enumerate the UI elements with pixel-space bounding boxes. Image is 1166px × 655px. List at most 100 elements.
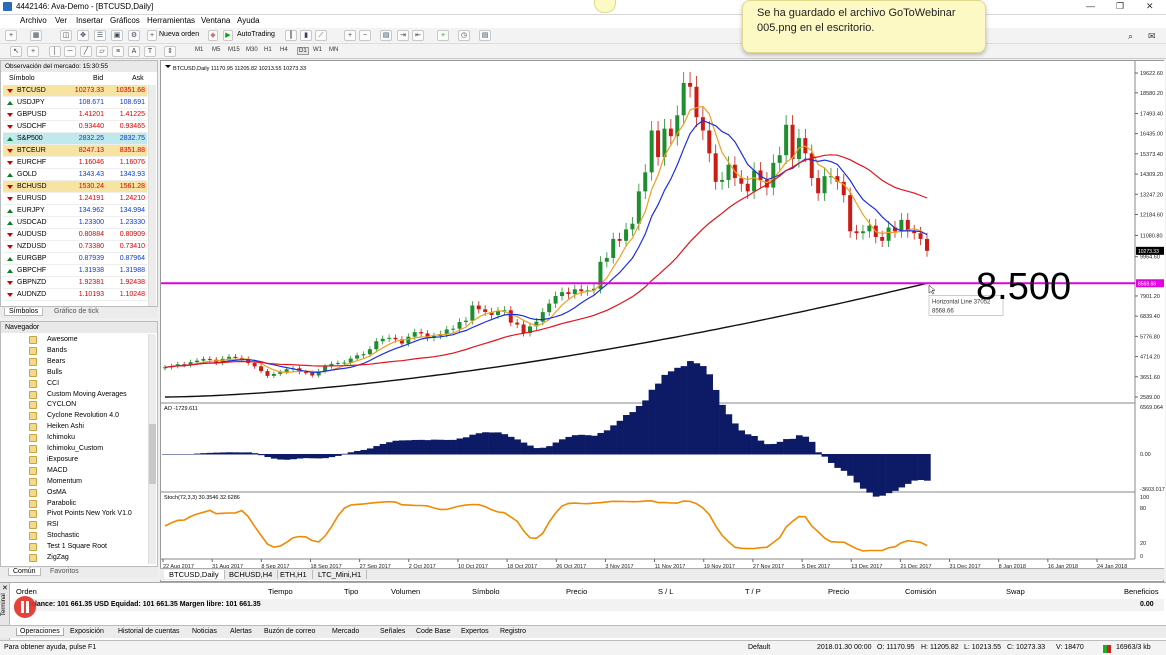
market-row[interactable]: GBPUSD 1.41201 1.41225 xyxy=(3,109,147,121)
market-row[interactable]: S&P500 2832.25 2832.75 xyxy=(3,133,147,145)
market-row[interactable]: AUDNZD 1.10193 1.10248 xyxy=(3,289,147,301)
col-type[interactable]: Tipo xyxy=(344,587,359,596)
fibonacci-icon[interactable]: ≡ xyxy=(112,46,124,57)
close-button[interactable]: ✕ xyxy=(1146,1,1154,11)
col-swap[interactable]: Swap xyxy=(1006,587,1025,596)
col-ask[interactable]: Ask xyxy=(132,75,144,82)
market-row[interactable]: NZDUSD 0.73380 0.73410 xyxy=(3,241,147,253)
zoom-out-icon[interactable]: − xyxy=(359,30,371,41)
navigator-icon[interactable]: ☰ xyxy=(94,30,106,41)
tab-news[interactable]: Noticias xyxy=(192,628,217,635)
channel-icon[interactable]: ▱ xyxy=(96,46,108,57)
line-chart-icon[interactable]: ⟋ xyxy=(315,30,327,41)
meta-editor-icon[interactable]: ◆ xyxy=(208,30,218,41)
tab-journal[interactable]: Registro xyxy=(500,628,527,635)
periods-icon[interactable]: ◷ xyxy=(458,30,470,41)
arrows-icon[interactable]: ⇕ xyxy=(164,46,176,57)
navigator-scrollbar[interactable] xyxy=(148,334,156,564)
menu-ayuda[interactable]: Ayuda xyxy=(237,16,260,25)
tile-windows-icon[interactable]: ▤ xyxy=(380,30,392,41)
menu-ventana[interactable]: Ventana xyxy=(201,16,231,25)
col-commission[interactable]: Comisión xyxy=(905,587,937,596)
horizontal-line-icon[interactable]: ─ xyxy=(64,46,76,57)
col-order[interactable]: Orden xyxy=(16,587,37,596)
bar-chart-icon[interactable]: ┃ xyxy=(285,30,297,41)
candle-chart-icon[interactable]: ▮ xyxy=(300,30,312,41)
minimize-button[interactable]: — xyxy=(1086,1,1095,11)
menu-insertar[interactable]: Insertar xyxy=(76,16,104,25)
market-row[interactable]: EURJPY 134.962 134.994 xyxy=(3,205,147,217)
new-order-button[interactable]: Nueva orden xyxy=(159,31,200,38)
market-row[interactable]: USDJPY 108.671 108.691 xyxy=(3,97,147,109)
data-window-icon[interactable]: ✥ xyxy=(77,30,89,41)
market-row[interactable]: AUDUSD 0.80884 0.80909 xyxy=(3,229,147,241)
tf-w1[interactable]: W1 xyxy=(313,47,322,53)
menu-graficos[interactable]: Gráficos xyxy=(110,16,140,25)
notification-popup[interactable]: Se ha guardado el archivo GoToWebinar 00… xyxy=(742,0,986,53)
indicators-icon[interactable]: + xyxy=(437,30,449,41)
col-profit[interactable]: Beneficios xyxy=(1124,587,1159,596)
market-row[interactable]: BCHUSD 1530.24 1561.28 xyxy=(3,181,147,193)
chart-tab-bchusd[interactable]: BCHUSD,H4 xyxy=(224,570,279,579)
autotrading-button[interactable]: AutoTrading xyxy=(237,31,275,38)
tab-alerts[interactable]: Alertas xyxy=(230,628,252,635)
tab-market[interactable]: Mercado xyxy=(332,628,360,635)
autotrading-icon[interactable]: ▶ xyxy=(223,30,233,41)
tab-symbols[interactable]: Símbolos xyxy=(4,308,44,316)
col-tp[interactable]: T / P xyxy=(745,587,761,596)
tf-mn[interactable]: MN xyxy=(329,47,339,53)
market-row[interactable]: BTCUSD 10273.33 10351.68 xyxy=(3,85,147,97)
zoom-in-icon[interactable]: + xyxy=(344,30,356,41)
tab-experts[interactable]: Expertos xyxy=(461,628,489,635)
chart-tab-eth[interactable]: ETH,H1 xyxy=(275,570,313,579)
chart-tab-btcusd[interactable]: BTCUSD,Daily xyxy=(164,570,225,579)
menu-archivo[interactable]: Archivo xyxy=(20,16,47,25)
crosshair-icon[interactable]: + xyxy=(27,46,39,57)
tf-h1[interactable]: H1 xyxy=(264,47,272,53)
new-order-icon[interactable]: + xyxy=(147,30,157,41)
tab-tick-chart[interactable]: Gráfico de tick xyxy=(54,308,99,315)
market-row[interactable]: BTCEUR 8247.13 8351.88 xyxy=(3,145,147,157)
col-symbol-t[interactable]: Símbolo xyxy=(472,587,500,596)
vertical-line-icon[interactable]: │ xyxy=(49,46,61,57)
market-row[interactable]: GOLD 1343.43 1343.93 xyxy=(3,169,147,181)
tester-icon[interactable]: ⚙ xyxy=(128,30,140,41)
chart-window[interactable]: 19622.60 18580.20 17493.40 16435.00 15373.40… xyxy=(160,60,1165,582)
col-price2[interactable]: Precio xyxy=(828,587,850,596)
tab-codebase[interactable]: Code Base xyxy=(416,628,451,635)
tf-m15[interactable]: M15 xyxy=(228,47,240,53)
autoscroll-icon[interactable]: ⇥ xyxy=(397,30,409,41)
tab-exposure[interactable]: Exposición xyxy=(70,628,104,635)
label-icon[interactable]: T xyxy=(144,46,156,57)
chart-canvas[interactable]: 19622.60 18580.20 17493.40 16435.00 15373.40… xyxy=(161,61,1165,569)
tab-favorites[interactable]: Favoritos xyxy=(50,568,79,575)
new-chart-icon[interactable]: + xyxy=(5,30,17,41)
search-icon[interactable]: ⌕ xyxy=(1128,31,1134,41)
market-row[interactable]: USDCAD 1.23300 1.23330 xyxy=(3,217,147,229)
navigator-scroll-thumb[interactable] xyxy=(149,424,156,484)
cursor-icon[interactable]: ↖ xyxy=(10,46,22,57)
chart-tab-ltc[interactable]: LTC_Mini,H1 xyxy=(313,570,368,579)
menu-herramientas[interactable]: Herramientas xyxy=(147,16,196,25)
col-time[interactable]: Tiempo xyxy=(268,587,293,596)
tab-common[interactable]: Común xyxy=(8,568,41,576)
col-symbol[interactable]: Símbolo xyxy=(9,75,35,82)
chart-shift-icon[interactable]: ⇤ xyxy=(412,30,424,41)
tf-m30[interactable]: M30 xyxy=(246,47,258,53)
market-row[interactable]: GBPCHF 1.31938 1.31988 xyxy=(3,265,147,277)
maximize-button[interactable]: ❐ xyxy=(1116,1,1125,11)
col-price[interactable]: Precio xyxy=(566,587,588,596)
tab-signals[interactable]: Señales xyxy=(380,628,406,635)
menu-ver[interactable]: Ver xyxy=(55,16,68,25)
templates-icon[interactable]: ▤ xyxy=(479,30,491,41)
tf-m5[interactable]: M5 xyxy=(212,47,221,53)
market-watch-icon[interactable]: ◫ xyxy=(60,30,72,41)
tf-h4[interactable]: H4 xyxy=(280,47,288,53)
tab-mailbox[interactable]: Buzón de correo xyxy=(264,628,316,635)
profiles-icon[interactable]: ▦ xyxy=(30,30,42,41)
tf-d1[interactable]: D1 xyxy=(297,47,309,55)
col-sl[interactable]: S / L xyxy=(658,587,674,596)
market-watch-scrollbar[interactable] xyxy=(148,85,156,315)
record-icon[interactable] xyxy=(14,596,36,618)
terminal-icon[interactable]: ▣ xyxy=(111,30,123,41)
